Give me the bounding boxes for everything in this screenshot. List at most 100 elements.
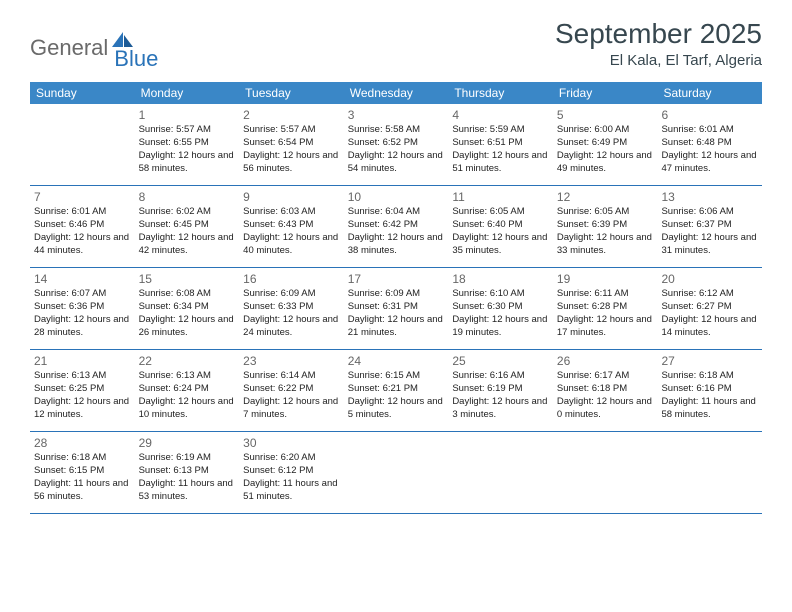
sunrise-line: Sunrise: 6:12 AM [661,288,758,301]
sunrise-line: Sunrise: 6:20 AM [243,452,340,465]
day-number: 4 [452,107,549,123]
sunset-line: Sunset: 6:51 PM [452,137,549,150]
sunrise-line: Sunrise: 6:00 AM [557,124,654,137]
day-cell: 28Sunrise: 6:18 AMSunset: 6:15 PMDayligh… [30,432,135,513]
sunrise-line: Sunrise: 6:05 AM [452,206,549,219]
location: El Kala, El Tarf, Algeria [555,52,762,69]
daylight-line: Daylight: 12 hours and 12 minutes. [34,396,131,422]
sunset-line: Sunset: 6:34 PM [139,301,236,314]
month-title: September 2025 [555,18,762,50]
day-header-monday: Monday [135,82,240,104]
day-cell [657,432,762,513]
daylight-line: Daylight: 11 hours and 51 minutes. [243,478,340,504]
day-number: 25 [452,353,549,369]
logo-text-general: General [30,35,108,61]
sunrise-line: Sunrise: 6:18 AM [661,370,758,383]
daylight-line: Daylight: 12 hours and 56 minutes. [243,150,340,176]
daylight-line: Daylight: 12 hours and 38 minutes. [348,232,445,258]
sunrise-line: Sunrise: 6:09 AM [243,288,340,301]
sunrise-line: Sunrise: 6:16 AM [452,370,549,383]
day-cell: 9Sunrise: 6:03 AMSunset: 6:43 PMDaylight… [239,186,344,267]
day-cell: 4Sunrise: 5:59 AMSunset: 6:51 PMDaylight… [448,104,553,185]
day-number: 19 [557,271,654,287]
day-cell: 29Sunrise: 6:19 AMSunset: 6:13 PMDayligh… [135,432,240,513]
day-number: 20 [661,271,758,287]
sunset-line: Sunset: 6:24 PM [139,383,236,396]
day-header-friday: Friday [553,82,658,104]
sunrise-line: Sunrise: 6:14 AM [243,370,340,383]
daylight-line: Daylight: 12 hours and 0 minutes. [557,396,654,422]
header: General Blue September 2025 El Kala, El … [30,18,762,72]
sunset-line: Sunset: 6:48 PM [661,137,758,150]
sunrise-line: Sunrise: 6:09 AM [348,288,445,301]
sunset-line: Sunset: 6:31 PM [348,301,445,314]
day-cell [448,432,553,513]
sunset-line: Sunset: 6:36 PM [34,301,131,314]
sunrise-line: Sunrise: 6:10 AM [452,288,549,301]
day-cell: 1Sunrise: 5:57 AMSunset: 6:55 PMDaylight… [135,104,240,185]
sunset-line: Sunset: 6:25 PM [34,383,131,396]
day-cell [344,432,449,513]
logo: General Blue [30,24,158,72]
title-block: September 2025 El Kala, El Tarf, Algeria [555,18,762,69]
daylight-line: Daylight: 12 hours and 28 minutes. [34,314,131,340]
day-number: 11 [452,189,549,205]
week-row: 1Sunrise: 5:57 AMSunset: 6:55 PMDaylight… [30,104,762,186]
day-number: 17 [348,271,445,287]
day-header-tuesday: Tuesday [239,82,344,104]
daylight-line: Daylight: 12 hours and 33 minutes. [557,232,654,258]
daylight-line: Daylight: 12 hours and 17 minutes. [557,314,654,340]
sunset-line: Sunset: 6:37 PM [661,219,758,232]
daylight-line: Daylight: 12 hours and 31 minutes. [661,232,758,258]
sunset-line: Sunset: 6:18 PM [557,383,654,396]
day-number: 12 [557,189,654,205]
day-number: 21 [34,353,131,369]
day-number: 22 [139,353,236,369]
day-cell [553,432,658,513]
day-number: 7 [34,189,131,205]
day-cell: 12Sunrise: 6:05 AMSunset: 6:39 PMDayligh… [553,186,658,267]
day-cell: 17Sunrise: 6:09 AMSunset: 6:31 PMDayligh… [344,268,449,349]
sunrise-line: Sunrise: 6:06 AM [661,206,758,219]
day-number: 3 [348,107,445,123]
day-cell: 10Sunrise: 6:04 AMSunset: 6:42 PMDayligh… [344,186,449,267]
day-cell: 26Sunrise: 6:17 AMSunset: 6:18 PMDayligh… [553,350,658,431]
week-row: 14Sunrise: 6:07 AMSunset: 6:36 PMDayligh… [30,268,762,350]
daylight-line: Daylight: 11 hours and 53 minutes. [139,478,236,504]
daylight-line: Daylight: 12 hours and 47 minutes. [661,150,758,176]
day-number: 2 [243,107,340,123]
week-row: 28Sunrise: 6:18 AMSunset: 6:15 PMDayligh… [30,432,762,514]
day-cell: 5Sunrise: 6:00 AMSunset: 6:49 PMDaylight… [553,104,658,185]
day-number: 18 [452,271,549,287]
day-cell: 24Sunrise: 6:15 AMSunset: 6:21 PMDayligh… [344,350,449,431]
day-cell: 27Sunrise: 6:18 AMSunset: 6:16 PMDayligh… [657,350,762,431]
sunrise-line: Sunrise: 6:04 AM [348,206,445,219]
daylight-line: Daylight: 11 hours and 56 minutes. [34,478,131,504]
day-cell: 25Sunrise: 6:16 AMSunset: 6:19 PMDayligh… [448,350,553,431]
sunrise-line: Sunrise: 6:15 AM [348,370,445,383]
day-number: 8 [139,189,236,205]
day-number: 15 [139,271,236,287]
sunset-line: Sunset: 6:30 PM [452,301,549,314]
sunset-line: Sunset: 6:42 PM [348,219,445,232]
week-row: 7Sunrise: 6:01 AMSunset: 6:46 PMDaylight… [30,186,762,268]
daylight-line: Daylight: 12 hours and 5 minutes. [348,396,445,422]
day-number: 1 [139,107,236,123]
sunset-line: Sunset: 6:40 PM [452,219,549,232]
day-cell: 2Sunrise: 5:57 AMSunset: 6:54 PMDaylight… [239,104,344,185]
day-cell: 11Sunrise: 6:05 AMSunset: 6:40 PMDayligh… [448,186,553,267]
sunrise-line: Sunrise: 6:11 AM [557,288,654,301]
daylight-line: Daylight: 12 hours and 58 minutes. [139,150,236,176]
day-cell: 3Sunrise: 5:58 AMSunset: 6:52 PMDaylight… [344,104,449,185]
daylight-line: Daylight: 12 hours and 51 minutes. [452,150,549,176]
day-number: 13 [661,189,758,205]
sunrise-line: Sunrise: 6:01 AM [34,206,131,219]
sunset-line: Sunset: 6:22 PM [243,383,340,396]
sunrise-line: Sunrise: 6:18 AM [34,452,131,465]
daylight-line: Daylight: 12 hours and 14 minutes. [661,314,758,340]
sunset-line: Sunset: 6:13 PM [139,465,236,478]
day-number: 9 [243,189,340,205]
day-number: 24 [348,353,445,369]
day-cell: 20Sunrise: 6:12 AMSunset: 6:27 PMDayligh… [657,268,762,349]
day-cell: 8Sunrise: 6:02 AMSunset: 6:45 PMDaylight… [135,186,240,267]
